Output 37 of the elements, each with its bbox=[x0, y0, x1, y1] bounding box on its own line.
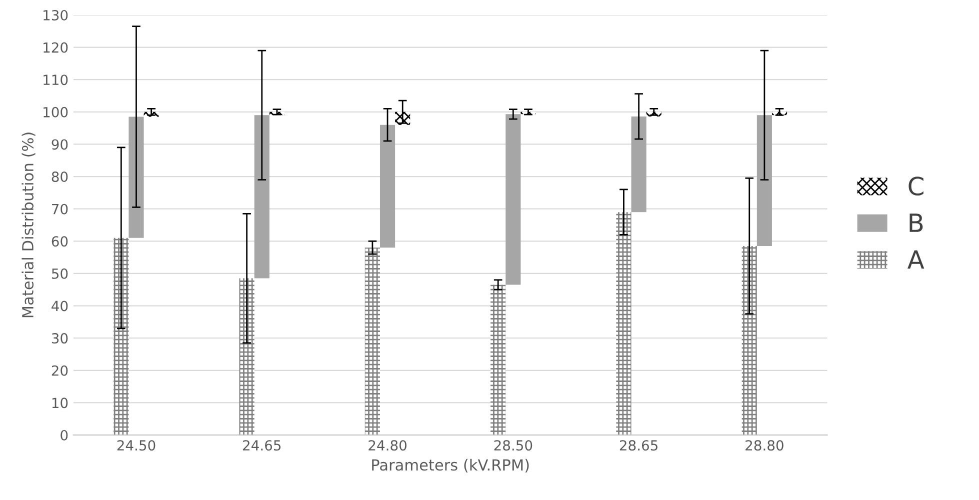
bar bbox=[742, 246, 757, 435]
y-tick-label: 100 bbox=[44, 106, 68, 118]
x-tick-label: 24.80 bbox=[368, 440, 406, 451]
bar bbox=[756, 115, 772, 246]
bar bbox=[616, 212, 632, 435]
y-tick-label: 60 bbox=[52, 236, 68, 247]
bar bbox=[380, 124, 396, 248]
legend-label: C bbox=[908, 176, 924, 196]
y-tick-label: 70 bbox=[52, 204, 68, 214]
bar bbox=[506, 114, 521, 285]
x-tick-label: 24.50 bbox=[117, 440, 156, 451]
y-axis-title: Material Distribution (%) bbox=[22, 132, 36, 318]
bar bbox=[364, 248, 380, 435]
legend-label: B bbox=[910, 214, 923, 232]
y-tick-label: 20 bbox=[52, 365, 68, 376]
x-tick-label: 24.65 bbox=[243, 440, 281, 451]
bar bbox=[128, 116, 144, 238]
x-tick-label: 28.50 bbox=[494, 440, 532, 451]
x-tick-label: 28.65 bbox=[620, 440, 658, 451]
y-tick-label: 40 bbox=[52, 300, 68, 312]
bar bbox=[490, 284, 506, 435]
y-tick-label: 30 bbox=[52, 333, 68, 344]
bar bbox=[631, 116, 646, 212]
y-tick-label: 10 bbox=[52, 398, 68, 408]
bar bbox=[114, 238, 129, 435]
legend-label: A bbox=[907, 250, 924, 269]
bar bbox=[239, 278, 254, 435]
y-tick-label: 90 bbox=[52, 139, 68, 150]
x-tick-label: 28.80 bbox=[746, 440, 784, 451]
y-tick-label: 120 bbox=[44, 42, 68, 53]
y-tick-label: 0 bbox=[60, 430, 68, 440]
bar bbox=[254, 115, 270, 278]
y-tick-label: 110 bbox=[44, 74, 68, 86]
y-tick-label: 80 bbox=[52, 172, 68, 182]
y-tick-label: 130 bbox=[44, 10, 68, 20]
x-axis-title: Parameters (kV.RPM) bbox=[372, 458, 529, 472]
y-tick-label: 50 bbox=[52, 268, 68, 279]
